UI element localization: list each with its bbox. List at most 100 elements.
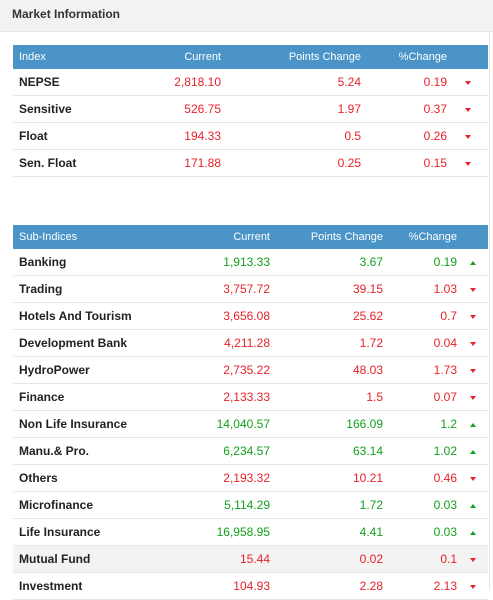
- row-name: Development Bank: [13, 329, 163, 357]
- row-name: Hotels And Tourism: [13, 302, 163, 330]
- row-current: 2,735.22: [163, 356, 270, 384]
- row-current: 14,040.57: [163, 410, 270, 438]
- row-arrow: [457, 356, 488, 384]
- row-pct-change: 0.03: [383, 491, 457, 519]
- row-arrow: [457, 491, 488, 519]
- row-current: 2,133.33: [163, 383, 270, 411]
- row-current: 2,818.10: [113, 69, 221, 96]
- table-row: HydroPower 2,735.22 48.03 1.73: [13, 356, 488, 384]
- table-row: Microfinance 5,114.29 1.72 0.03: [13, 491, 488, 519]
- arrow-down-icon: [464, 161, 471, 166]
- row-name: Float: [13, 122, 113, 150]
- row-points-change: 1.5: [270, 383, 383, 411]
- table-row: Hotels And Tourism 3,656.08 25.62 0.7: [13, 302, 488, 330]
- row-points-change: 2.28: [270, 572, 383, 600]
- col-arrow: [447, 45, 488, 69]
- row-arrow: [457, 437, 488, 465]
- arrow-down-icon: [464, 134, 471, 139]
- row-name: NEPSE: [13, 69, 113, 96]
- row-arrow: [457, 545, 488, 573]
- row-arrow: [457, 518, 488, 546]
- row-arrow: [457, 302, 488, 330]
- row-current: 526.75: [113, 95, 221, 123]
- row-current: 6,234.57: [163, 437, 270, 465]
- row-arrow: [447, 69, 488, 96]
- row-arrow: [457, 572, 488, 600]
- row-current: 15.44: [163, 545, 270, 573]
- row-arrow: [457, 383, 488, 411]
- row-points-change: 63.14: [270, 437, 383, 465]
- row-name: Others: [13, 464, 163, 492]
- row-name: Investment: [13, 572, 163, 600]
- row-current: 3,757.72: [163, 275, 270, 303]
- row-points-change: 1.72: [270, 491, 383, 519]
- arrow-up-icon: [469, 422, 476, 427]
- row-points-change: 0.02: [270, 545, 383, 573]
- row-points-change: 48.03: [270, 356, 383, 384]
- row-pct-change: 0.04: [383, 329, 457, 357]
- index-table: Index Current Points Change %Change NEPS…: [13, 45, 488, 177]
- row-points-change: 25.62: [270, 302, 383, 330]
- arrow-down-icon: [469, 476, 476, 481]
- row-pct-change: 1.03: [383, 275, 457, 303]
- col-current: Current: [113, 45, 221, 69]
- row-pct-change: 1.73: [383, 356, 457, 384]
- arrow-down-icon: [464, 80, 471, 85]
- row-points-change: 10.21: [270, 464, 383, 492]
- arrow-down-icon: [469, 368, 476, 373]
- row-points-change: 1.97: [221, 95, 361, 123]
- arrow-down-icon: [464, 107, 471, 112]
- row-name: HydroPower: [13, 356, 163, 384]
- table-row: Trading 3,757.72 39.15 1.03: [13, 275, 488, 303]
- row-current: 5,114.29: [163, 491, 270, 519]
- table-row: Banking 1,913.33 3.67 0.19: [13, 249, 488, 276]
- row-pct-change: 0.26: [361, 122, 447, 150]
- row-points-change: 0.25: [221, 149, 361, 177]
- arrow-down-icon: [469, 341, 476, 346]
- page-title: Market Information: [12, 7, 121, 21]
- row-arrow: [457, 249, 488, 276]
- row-current: 104.93: [163, 572, 270, 600]
- arrow-up-icon: [469, 530, 476, 535]
- col-current: Current: [163, 225, 270, 249]
- row-name: Sensitive: [13, 95, 113, 123]
- col-sub-indices: Sub-Indices: [13, 225, 163, 249]
- col-pct-change: %Change: [383, 225, 457, 249]
- col-points-change: Points Change: [221, 45, 361, 69]
- market-information-header: Market Information: [0, 0, 493, 32]
- table-row: NEPSE 2,818.10 5.24 0.19: [13, 69, 488, 96]
- row-pct-change: 0.7: [383, 302, 457, 330]
- row-pct-change: 0.1: [383, 545, 457, 573]
- row-current: 194.33: [113, 122, 221, 150]
- col-pct-change: %Change: [361, 45, 447, 69]
- table-row: Manu.& Pro. 6,234.57 63.14 1.02: [13, 437, 488, 465]
- row-arrow: [447, 149, 488, 177]
- arrow-down-icon: [469, 287, 476, 292]
- col-index: Index: [13, 45, 113, 69]
- row-pct-change: 1.2: [383, 410, 457, 438]
- subindex-table-header: Sub-Indices Current Points Change %Chang…: [13, 225, 488, 249]
- col-arrow: [457, 225, 488, 249]
- row-name: Finance: [13, 383, 163, 411]
- row-name: Sen. Float: [13, 149, 113, 177]
- arrow-up-icon: [469, 260, 476, 265]
- row-points-change: 3.67: [270, 249, 383, 276]
- arrow-down-icon: [469, 557, 476, 562]
- row-current: 16,958.95: [163, 518, 270, 546]
- table-row: Investment 104.93 2.28 2.13: [13, 572, 488, 600]
- index-table-header: Index Current Points Change %Change: [13, 45, 488, 69]
- row-pct-change: 0.37: [361, 95, 447, 123]
- row-name: Life Insurance: [13, 518, 163, 546]
- row-current: 171.88: [113, 149, 221, 177]
- panel-border: [489, 31, 490, 590]
- row-points-change: 39.15: [270, 275, 383, 303]
- table-row: Non Life Insurance 14,040.57 166.09 1.2: [13, 410, 488, 438]
- row-pct-change: 2.13: [383, 572, 457, 600]
- row-arrow: [447, 95, 488, 123]
- row-pct-change: 0.46: [383, 464, 457, 492]
- row-name: Mutual Fund: [13, 545, 163, 573]
- row-pct-change: 0.03: [383, 518, 457, 546]
- row-name: Banking: [13, 249, 163, 276]
- subindex-table: Sub-Indices Current Points Change %Chang…: [13, 225, 488, 600]
- table-row: Float 194.33 0.5 0.26: [13, 122, 488, 150]
